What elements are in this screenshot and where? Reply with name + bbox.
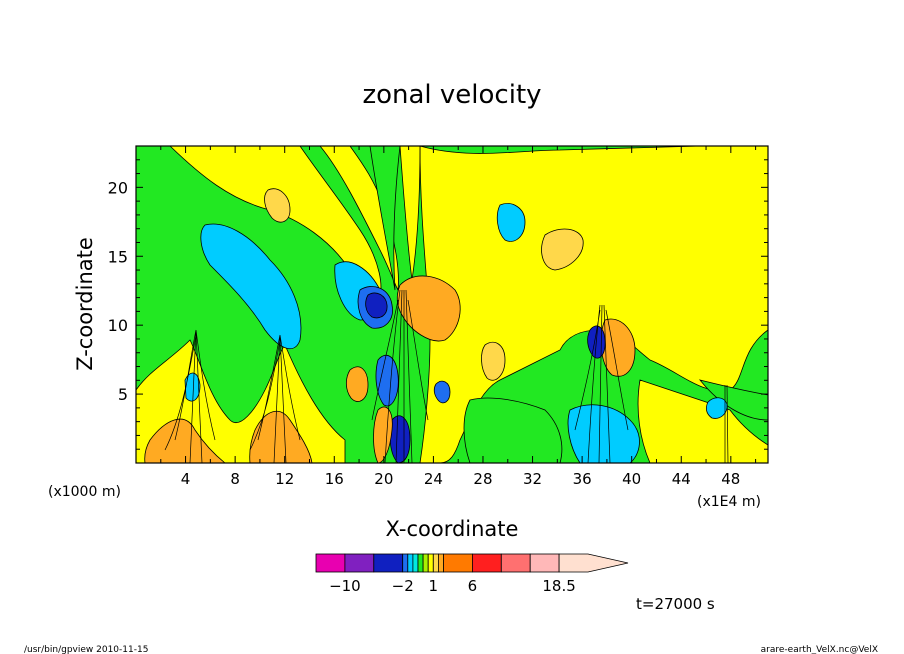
colorbar-segment [402, 553, 409, 573]
colorbar-segment [344, 553, 375, 573]
y-axis: 5 10 15 20 [108, 159, 768, 450]
x-tick-label: 44 [672, 470, 691, 488]
field-region-orange-plume1 [144, 418, 226, 463]
x-unit-right-label: (x1E4 m) [697, 494, 761, 510]
field-region-orange-small [264, 188, 291, 223]
colorbar-segment [417, 553, 424, 573]
plot-frame [135, 145, 769, 464]
y-axis-label: Z-coordinate [73, 237, 97, 371]
colorbar-segment [427, 553, 434, 573]
field-region-darkblue-core [365, 292, 388, 319]
field-region-darkblue-base [389, 415, 411, 463]
y-tick-label: 20 [108, 178, 128, 197]
time-label: t=27000 s [636, 595, 715, 613]
field-region-green-patch [463, 397, 563, 463]
colorbar-label: −2 [392, 577, 414, 595]
y-tick-label: 10 [108, 316, 128, 335]
field-region-orange-low [345, 366, 369, 402]
x-axis-label: X-coordinate [386, 517, 519, 541]
colorbar-segment [529, 553, 560, 573]
x-axis: 4 8 12 16 20 24 28 32 36 40 44 48 [160, 146, 757, 488]
x-unit-left-label: (x1000 m) [48, 484, 121, 500]
x-tick-label: 32 [523, 470, 542, 488]
colorbar-segment [407, 553, 414, 573]
colorbar-label: 18.5 [542, 577, 575, 595]
colorbar-label: 1 [429, 577, 439, 595]
colorbar: −10 −2 1 6 18.5 [315, 553, 629, 595]
field-region-cyan-plume1 [184, 372, 201, 402]
x-tick-label: 28 [473, 470, 492, 488]
field-region-cyan-left [200, 223, 302, 350]
colorbar-extend-arrow [558, 553, 629, 573]
x-tick-label: 40 [622, 470, 641, 488]
x-tick-label: 20 [374, 470, 393, 488]
field-region-orange-upper [396, 275, 461, 342]
colorbar-segment [422, 553, 429, 573]
y-tick-label: 15 [108, 247, 128, 266]
chart-title: zonal velocity [362, 80, 541, 110]
field-region-blue-column [375, 354, 399, 407]
colorbar-segment [437, 553, 444, 573]
x-tick-label: 36 [573, 470, 592, 488]
colorbar-label: −10 [329, 577, 361, 595]
x-tick-label: 48 [721, 470, 740, 488]
colorbar-segment [443, 553, 473, 573]
colorbar-segment [432, 553, 439, 573]
field-region-orange-mid [481, 341, 506, 381]
colorbar-label: 6 [468, 577, 478, 595]
footer-right: arare-earth_VelX.nc@VelX [761, 645, 878, 654]
field-region-cyan-top [496, 203, 526, 242]
field-region-orange-top [541, 228, 584, 271]
x-tick-label: 8 [230, 470, 240, 488]
x-tick-label: 4 [181, 470, 191, 488]
field-region-orange-plume2 [249, 410, 313, 463]
x-tick-label: 16 [325, 470, 344, 488]
plume-contours [164, 289, 729, 463]
field-region-yellow-right-mid [637, 379, 768, 463]
y-tick-label: 5 [118, 385, 128, 404]
field-region-cyan-far-right [705, 397, 728, 419]
plot-area [135, 145, 769, 464]
field-region-blue-low [433, 380, 451, 404]
x-tick-label: 12 [275, 470, 294, 488]
footer-left: /usr/bin/gpview 2010-11-15 [24, 645, 148, 654]
colorbar-segment [412, 553, 419, 573]
field-region-cyan-right [567, 404, 640, 463]
colorbar-segment [373, 553, 404, 573]
colorbar-segment [315, 553, 346, 573]
field-region-green-patch-3 [369, 146, 401, 291]
colorbar-segment [500, 553, 531, 573]
x-tick-label: 24 [424, 470, 443, 488]
colorbar-segment [471, 553, 502, 573]
